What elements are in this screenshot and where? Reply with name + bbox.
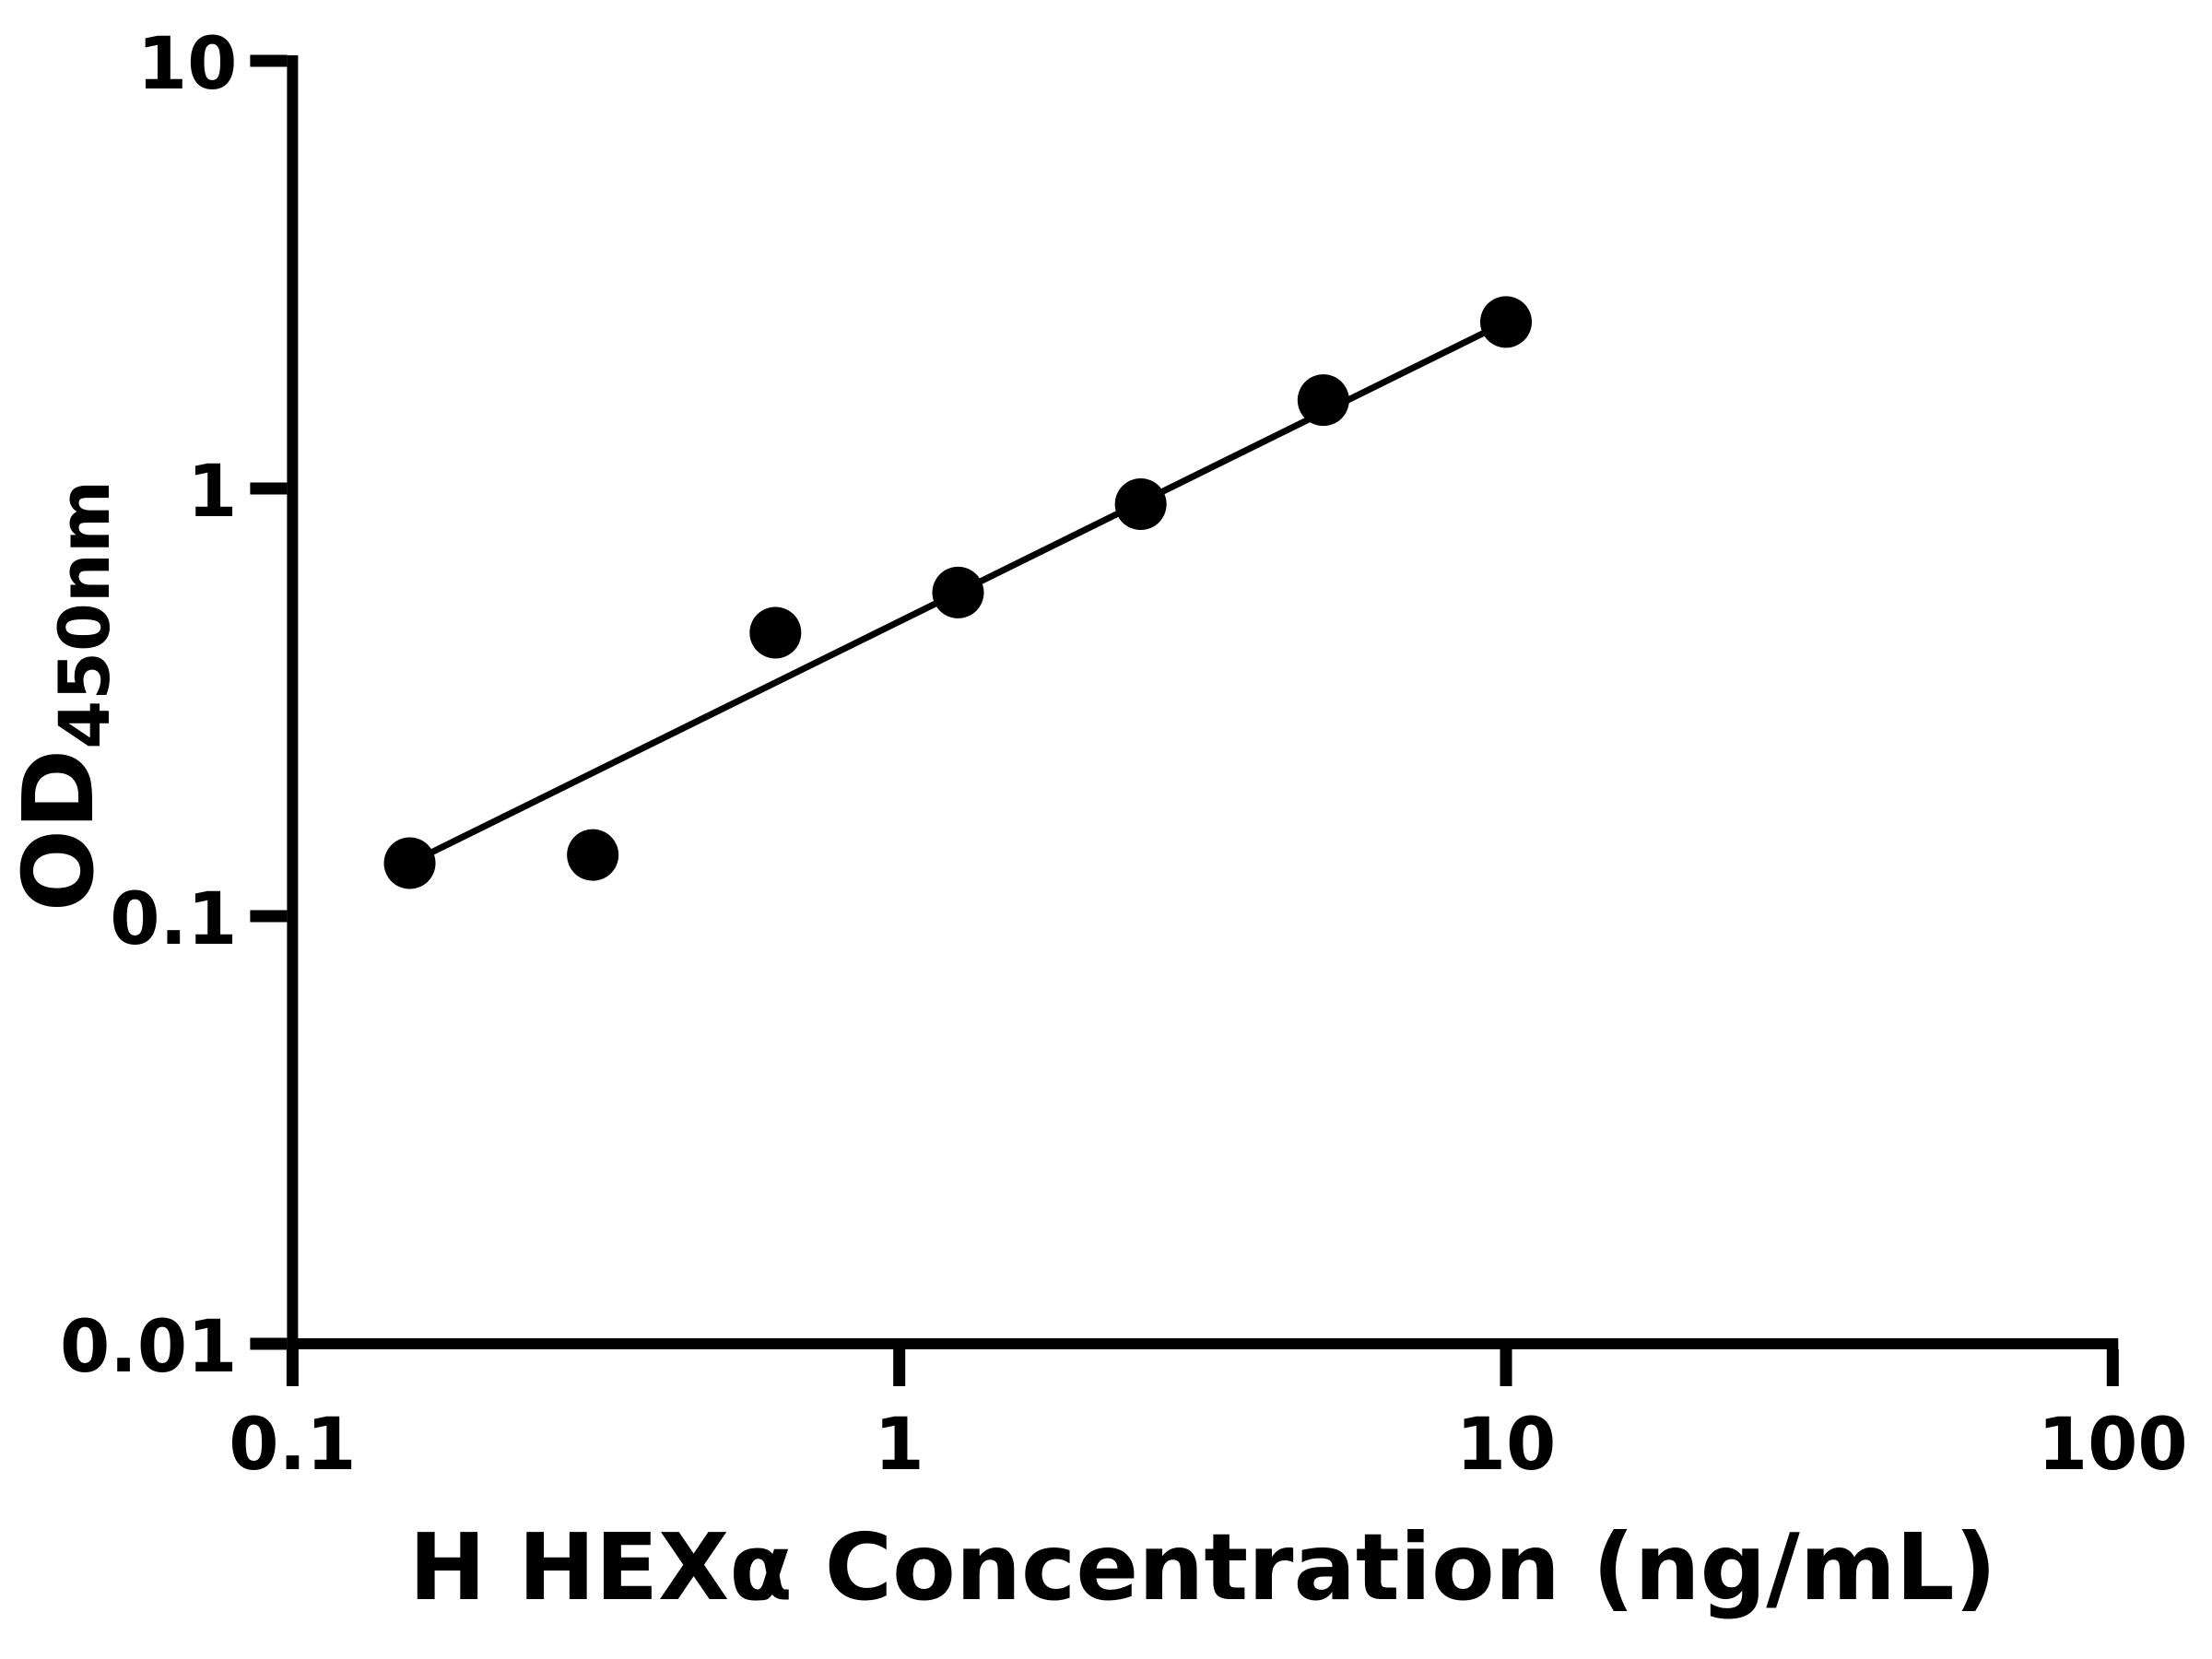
y-axis-title-subscript: 450nm [43, 480, 125, 749]
y-tick [250, 1337, 288, 1350]
x-tick [286, 1349, 299, 1386]
y-tick-label: 0.1 [110, 878, 237, 961]
y-tick-label: 10 [137, 23, 238, 106]
x-tick-label: 10 [1456, 1404, 1557, 1487]
y-tick-label: 0.01 [60, 1306, 237, 1389]
x-tick-label: 1 [875, 1404, 924, 1487]
y-tick [250, 54, 288, 67]
x-tick-label: 0.1 [229, 1404, 356, 1487]
y-axis-line [287, 55, 299, 1349]
data-point [1480, 296, 1532, 348]
y-tick-label: 1 [187, 451, 237, 534]
data-point [1297, 374, 1349, 427]
x-tick-label: 100 [2038, 1404, 2188, 1487]
x-tick [1500, 1349, 1512, 1386]
x-tick [2106, 1349, 2119, 1386]
y-tick [250, 482, 288, 495]
y-tick [250, 910, 288, 923]
data-point [749, 606, 802, 659]
x-tick [893, 1349, 906, 1386]
data-point [1114, 478, 1167, 531]
plot-area: 0.01 0.1 1 10 0.1 1 10 100 [60, 23, 2188, 1487]
data-point [567, 829, 619, 881]
x-axis-line [287, 1338, 2119, 1349]
y-axis-title: OD450nm [3, 480, 125, 912]
x-axis-title: H HEXα Concentration (ng/mL) [409, 1513, 1997, 1621]
data-point [932, 566, 984, 618]
y-axis-title-main: OD [3, 749, 115, 912]
data-point [383, 837, 436, 889]
